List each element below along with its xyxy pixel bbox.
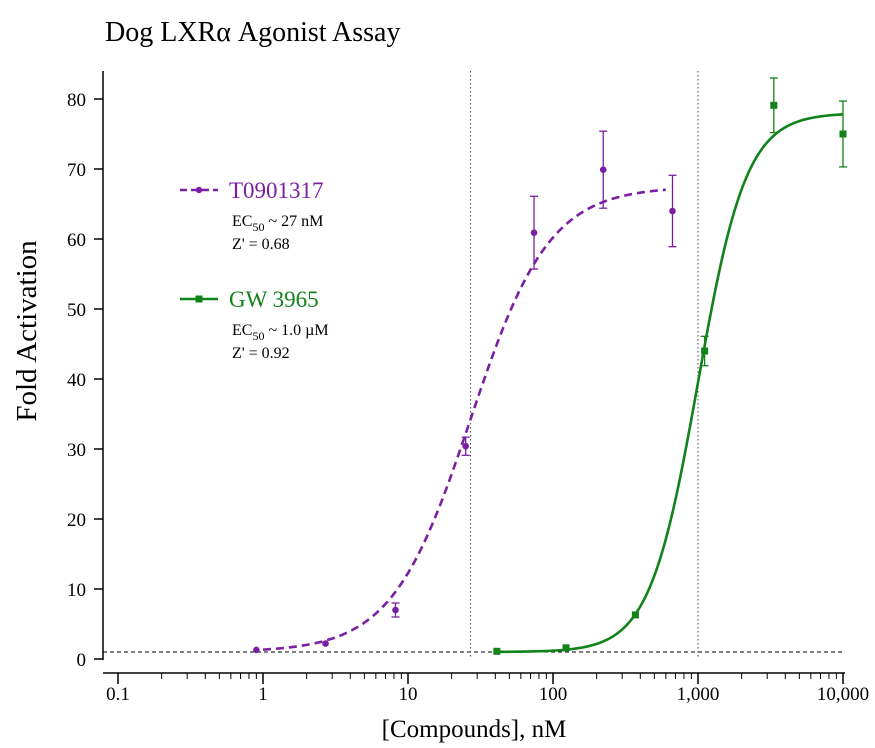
legend-swatch-marker	[196, 187, 202, 193]
x-tick-label: 1,000	[677, 684, 720, 705]
fit-curve-1	[497, 114, 843, 652]
fit-curves	[263, 114, 843, 652]
data-points	[253, 78, 847, 655]
y-tick-label: 30	[67, 440, 86, 461]
data-point	[669, 208, 676, 215]
x-axis-label: [Compounds], nM	[382, 716, 567, 743]
data-point	[600, 166, 607, 173]
data-point	[563, 644, 570, 651]
data-point	[462, 443, 469, 450]
y-tick-label: 80	[67, 90, 86, 111]
x-tick-label: 1	[258, 684, 268, 705]
y-axis-label: Fold Activation	[11, 240, 43, 422]
y-tick-label: 10	[67, 580, 86, 601]
legend: T0901317 EC50 ~ 27 nM Z' = 0.68 GW 3965 …	[180, 178, 329, 362]
legend-item-t0901317: T0901317 EC50 ~ 27 nM Z' = 0.68	[180, 178, 324, 253]
data-point	[253, 647, 260, 654]
legend-z-factor: Z' = 0.68	[232, 236, 290, 253]
y-axis-ticks: 0 10 20 30 40 50 60 70 80	[67, 90, 103, 671]
data-point	[632, 611, 639, 618]
data-point	[770, 102, 777, 109]
legend-item-gw3965: GW 3965 EC50 ~ 1.0 µM Z' = 0.92	[180, 287, 329, 362]
data-point	[322, 640, 329, 647]
x-tick-label: 0.1	[106, 684, 130, 705]
data-point	[493, 648, 500, 655]
data-point	[840, 131, 847, 138]
x-tick-label: 100	[539, 684, 568, 705]
legend-swatch-marker	[196, 296, 203, 303]
legend-series-name: T0901317	[229, 178, 324, 203]
x-tick-label: 10	[399, 684, 418, 705]
legend-z-factor: Z' = 0.92	[232, 345, 290, 362]
data-point	[392, 607, 399, 614]
legend-series-name: GW 3965	[229, 287, 319, 312]
data-point	[531, 229, 538, 236]
legend-ec50: EC50 ~ 1.0 µM	[232, 322, 329, 343]
y-tick-label: 60	[67, 230, 86, 251]
legend-ec50: EC50 ~ 27 nM	[232, 213, 323, 234]
y-tick-label: 50	[67, 300, 86, 321]
chart-title: Dog LXRα Agonist Assay	[105, 17, 400, 48]
reference-lines	[103, 71, 843, 659]
y-tick-label: 70	[67, 160, 86, 181]
x-tick-label: 10,000	[817, 684, 869, 705]
y-tick-label: 20	[67, 510, 86, 531]
x-axis-ticks: 0.1 1 10 100 1,000 10,000	[106, 673, 869, 705]
data-point	[701, 348, 708, 355]
fit-curve-0	[263, 190, 666, 650]
y-tick-label: 40	[67, 370, 86, 391]
y-tick-label: 0	[77, 650, 87, 671]
